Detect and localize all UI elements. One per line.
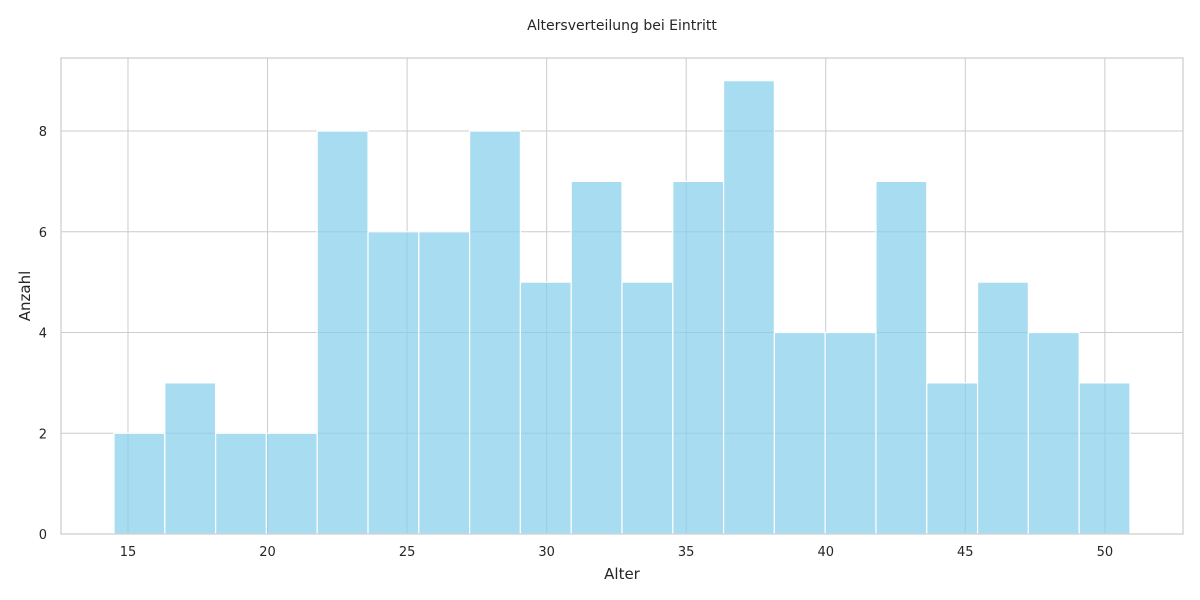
histogram-bar [316,130,369,535]
histogram-bar [1027,331,1080,535]
x-axis-label: Alter [604,565,641,583]
plot-frame [60,57,1184,535]
histogram-bar [621,281,674,535]
y-axis-label: Anzahl [16,271,34,322]
histogram-bar [672,180,725,535]
x-tick-label: 40 [817,545,834,560]
histogram-bar [265,432,318,535]
histogram-bar [722,80,775,535]
histogram-bar [875,180,928,535]
x-tick-label: 30 [538,545,555,560]
histogram-bar [418,231,471,535]
histogram-bar [773,331,826,535]
y-tick-label: 4 [39,327,47,342]
y-axis-ticks: 0 2 4 6 8 [39,125,47,543]
y-tick-label: 8 [39,125,47,140]
histogram-bar [469,130,522,535]
x-tick-label: 50 [1097,545,1114,560]
histogram-bar [367,231,420,535]
histogram-bar [926,382,979,535]
x-tick-label: 45 [957,545,974,560]
histogram-bar [570,180,623,535]
histogram-bar [113,432,166,535]
histogram-bar [519,281,572,535]
histogram-bar [215,432,268,535]
x-tick-label: 25 [399,545,416,560]
histogram-bar [976,281,1029,535]
chart-title: Altersverteilung bei Eintritt [527,18,717,34]
x-tick-label: 15 [120,545,137,560]
y-tick-label: 2 [39,427,47,442]
histogram-bar [164,382,217,535]
x-axis-ticks: 15 20 25 30 35 40 45 50 [120,545,1113,560]
histogram-bars [113,80,1131,535]
histogram-bar [824,331,877,535]
x-tick-label: 20 [259,545,276,560]
y-tick-label: 0 [39,528,47,543]
histogram-bar [1078,382,1131,535]
x-tick-label: 35 [678,545,695,560]
y-tick-label: 6 [39,226,47,241]
